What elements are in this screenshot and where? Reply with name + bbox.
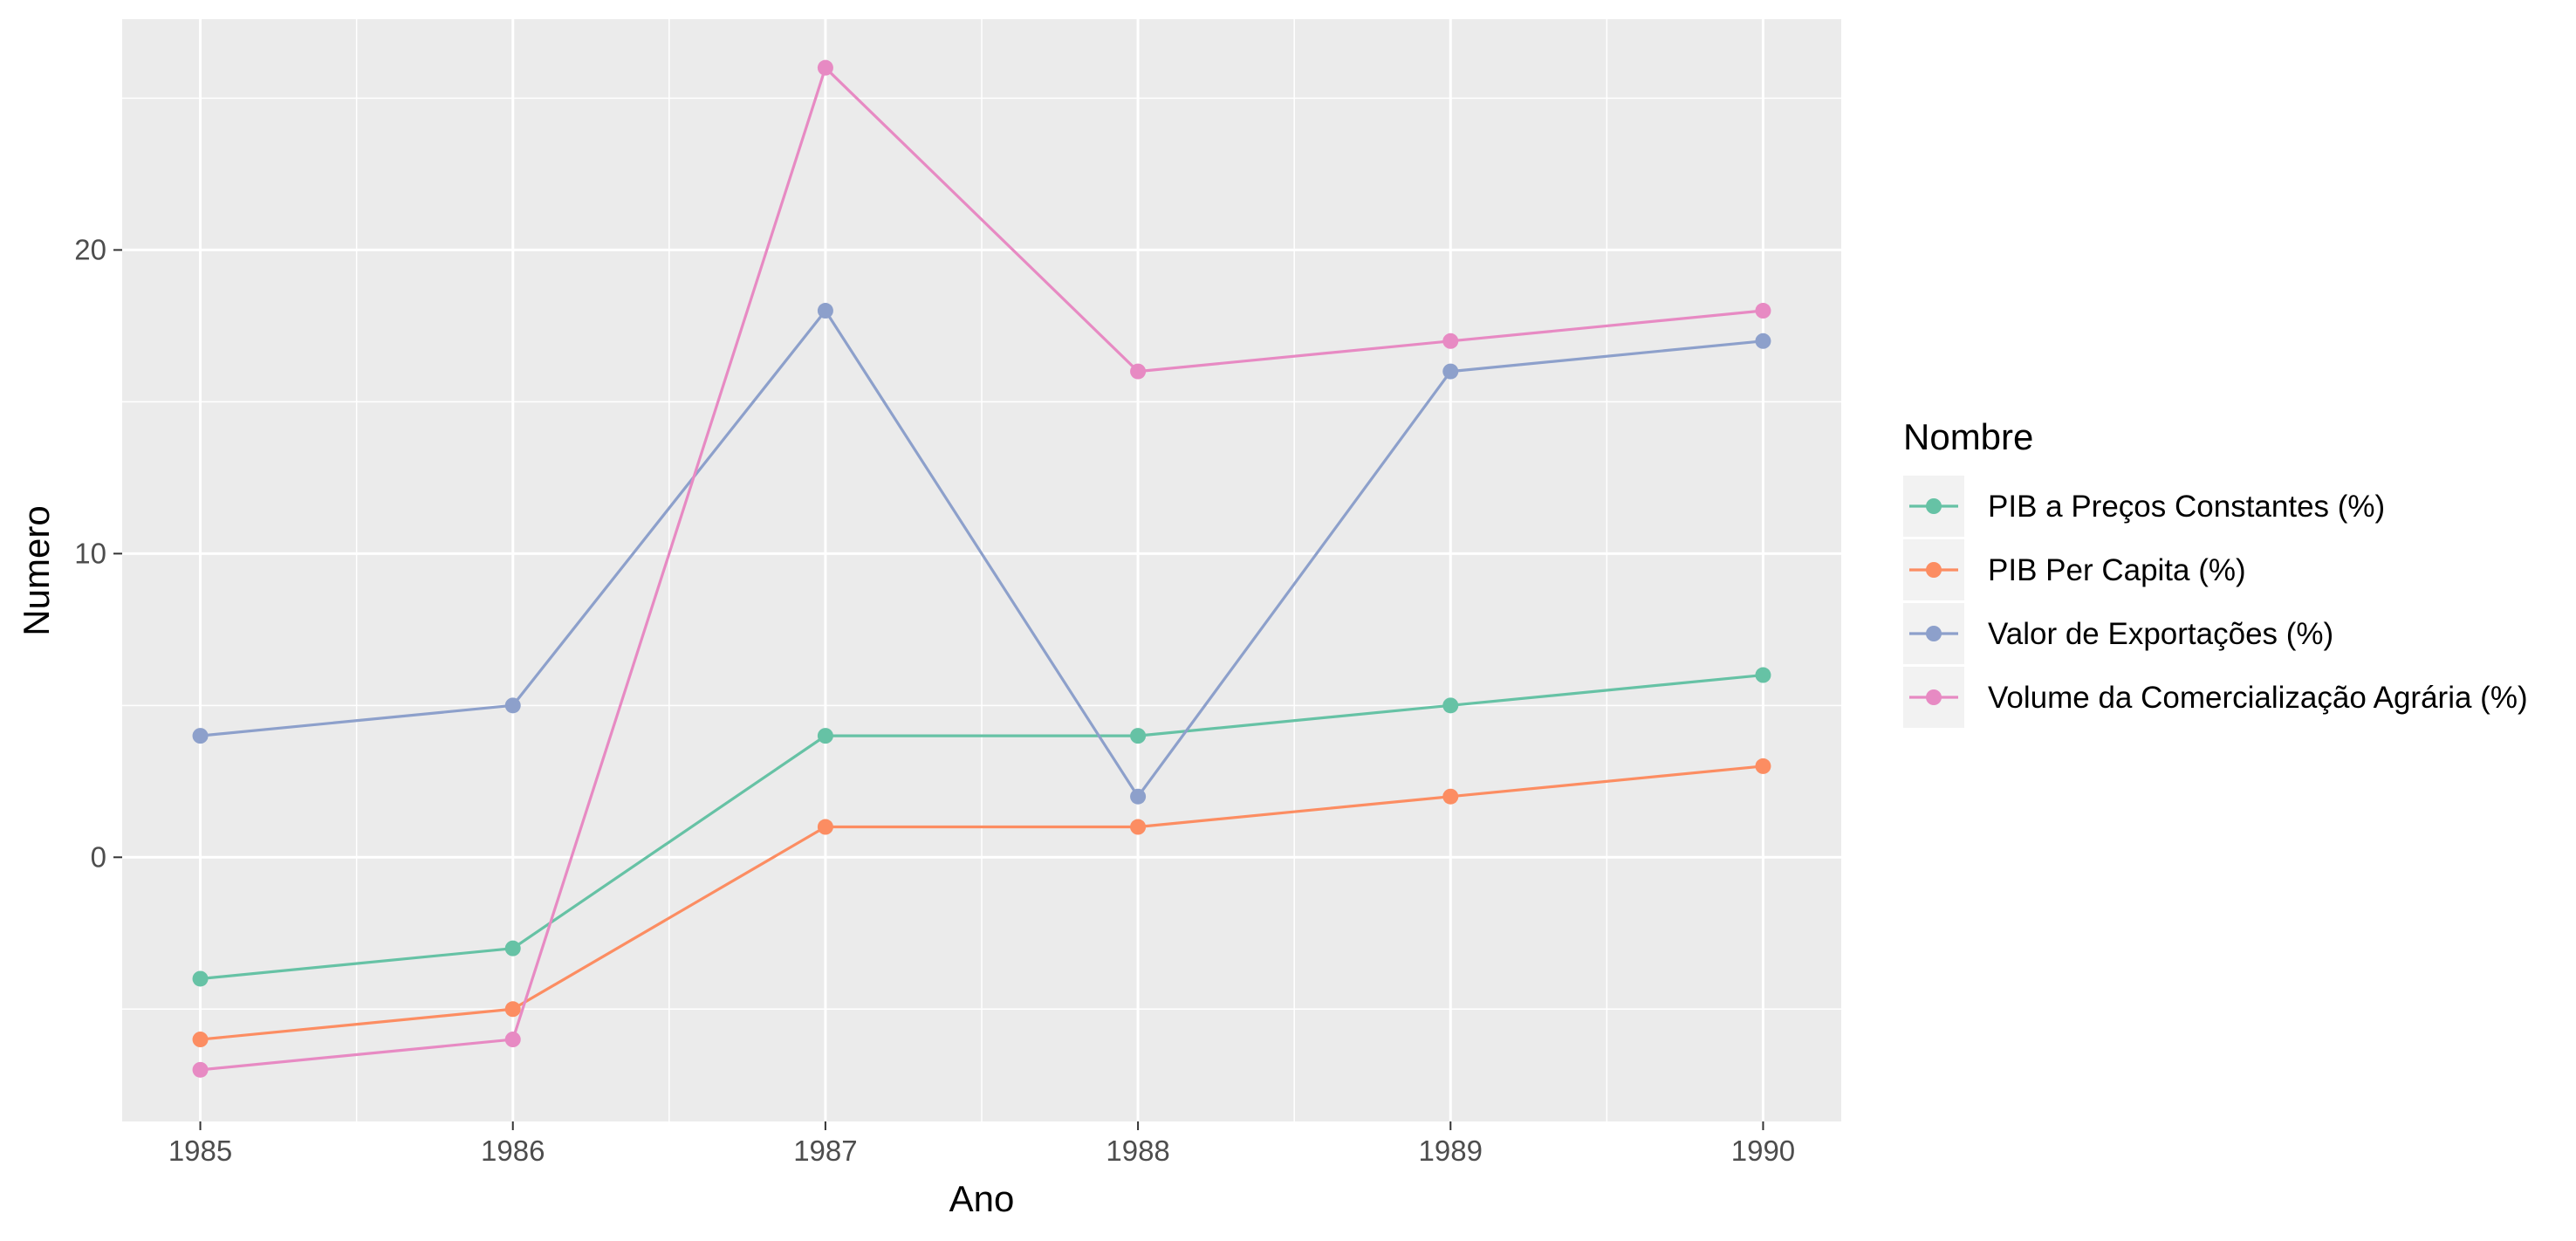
- series-2-point: [192, 1032, 209, 1048]
- minor-gridlines: [122, 19, 1841, 1121]
- series-3-point: [1755, 333, 1771, 349]
- series-3-point: [1442, 363, 1459, 380]
- series-4-point: [817, 59, 833, 76]
- series-3-point: [192, 728, 209, 744]
- series-4-point: [1755, 303, 1771, 319]
- legend-label: Valor de Exportações (%): [1988, 617, 2333, 651]
- x-tick-label: 1990: [1731, 1135, 1795, 1167]
- legend-key-point: [1926, 498, 1942, 514]
- x-tick-label: 1988: [1106, 1135, 1169, 1167]
- legend-item: PIB a Preços Constantes (%): [1903, 476, 2385, 537]
- series-1-point: [504, 940, 521, 956]
- series-3-point: [1130, 788, 1147, 805]
- series-line-2: [200, 764, 1764, 1041]
- x-tick-label: 1986: [481, 1135, 545, 1167]
- series-points: [192, 59, 1771, 1078]
- series-2-point: [1755, 758, 1771, 774]
- series-1-point: [192, 970, 209, 987]
- series-4-point: [192, 1061, 209, 1078]
- legend-item: Volume da Comercialização Agrária (%): [1903, 667, 2528, 728]
- series-1-point: [1755, 667, 1771, 683]
- series-line-1: [200, 673, 1764, 981]
- x-tick-label: 1985: [168, 1135, 232, 1167]
- x-tick-label: 1987: [793, 1135, 857, 1167]
- series-3-point: [817, 303, 833, 319]
- legend-items: PIB a Preços Constantes (%) PIB Per Capit…: [1903, 476, 2528, 728]
- y-axis-title: Numero: [16, 505, 57, 635]
- series-2-point: [817, 819, 833, 835]
- series-line-3: [200, 309, 1764, 799]
- y-tick-label: 0: [91, 840, 106, 873]
- series-1-point: [1442, 697, 1459, 714]
- y-axis: 0 10 20: [74, 233, 122, 873]
- x-tick-label: 1989: [1419, 1135, 1483, 1167]
- legend-key-point: [1926, 626, 1942, 641]
- series-2-point: [1130, 819, 1147, 835]
- x-axis-title: Ano: [949, 1178, 1015, 1219]
- series-2-point: [504, 1001, 521, 1018]
- legend-item: Valor de Exportações (%): [1903, 603, 2333, 664]
- legend: Nombre PIB a Preços Constantes (%) PIB Pe…: [1903, 416, 2528, 728]
- series-lines: [200, 66, 1764, 1072]
- series-2-point: [1442, 788, 1459, 805]
- legend-key-point: [1926, 689, 1942, 705]
- series-1-point: [817, 728, 833, 744]
- legend-label: PIB Per Capita (%): [1988, 553, 2246, 587]
- legend-label: PIB a Preços Constantes (%): [1988, 490, 2385, 524]
- series-4-point: [1442, 333, 1459, 349]
- legend-title: Nombre: [1903, 416, 2033, 457]
- series-line-4: [200, 66, 1764, 1072]
- legend-item: PIB Per Capita (%): [1903, 539, 2246, 600]
- series-1-point: [1130, 728, 1147, 744]
- x-axis: 1985 1986 1987 1988 1989 1990: [168, 1121, 1795, 1167]
- series-4-point: [1130, 363, 1147, 380]
- series-3-point: [504, 697, 521, 714]
- legend-label: Volume da Comercialização Agrária (%): [1988, 681, 2528, 715]
- y-tick-label: 10: [74, 537, 106, 569]
- y-tick-label: 20: [74, 233, 106, 265]
- legend-key-point: [1926, 562, 1942, 578]
- series-4-point: [504, 1032, 521, 1048]
